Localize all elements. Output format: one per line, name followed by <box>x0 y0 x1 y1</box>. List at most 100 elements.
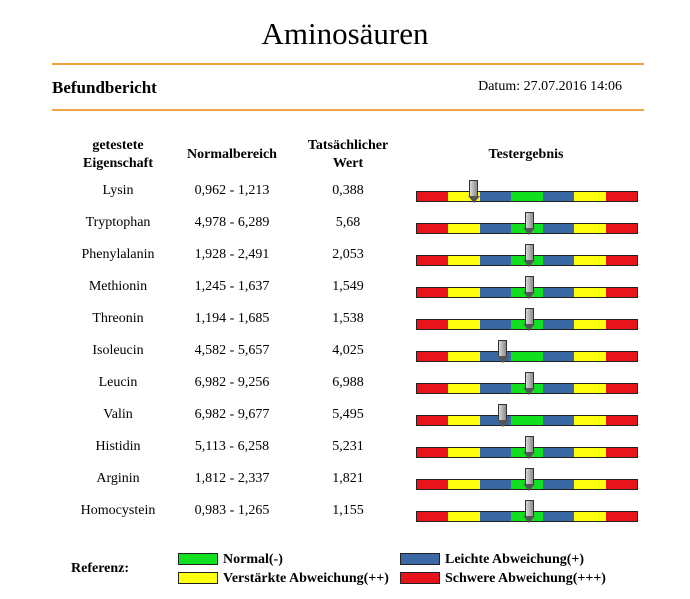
scale-segment-yellow <box>574 256 606 265</box>
scale-segment-blue <box>542 512 575 521</box>
row-actual-value: 1,538 <box>332 311 364 326</box>
result-marker-icon <box>498 340 508 357</box>
scale-segment-yellow <box>448 224 480 233</box>
row-actual-value: 1,549 <box>332 279 364 294</box>
result-marker-tip-icon <box>523 228 536 235</box>
row-property-name: Lysin <box>102 183 134 198</box>
column-header-result: Testergebnis <box>488 147 564 162</box>
result-marker-tip-icon <box>523 516 536 523</box>
header-divider <box>52 109 644 111</box>
scale-segment-yellow <box>574 416 606 425</box>
scale-segment-red <box>605 320 637 329</box>
row-property-name: Methionin <box>88 279 148 294</box>
scale-segment-red <box>605 480 637 489</box>
scale-segment-yellow <box>574 192 606 201</box>
result-marker-icon <box>524 468 534 485</box>
column-header-actual-line2: Wert <box>332 156 364 171</box>
scale-segment-yellow <box>448 352 480 361</box>
scale-segment-blue <box>542 480 575 489</box>
row-actual-value: 5,231 <box>332 439 364 454</box>
row-actual-value: 2,053 <box>332 247 364 262</box>
scale-segment-yellow <box>574 384 606 393</box>
result-marker-icon <box>524 308 534 325</box>
row-normal-range: 4,978 - 6,289 <box>194 215 270 230</box>
scale-segment-green <box>511 352 543 361</box>
scale-segment-red <box>605 448 637 457</box>
scale-segment-blue <box>479 224 512 233</box>
scale-segment-blue <box>479 320 512 329</box>
row-actual-value: 5,68 <box>335 215 361 230</box>
scale-segment-yellow <box>448 512 480 521</box>
column-header-actual-value: Tatsächlicher Wert <box>296 137 400 173</box>
scale-segment-red <box>417 512 449 521</box>
scale-segment-red <box>417 256 449 265</box>
row-actual-value: 1,821 <box>332 471 364 486</box>
page-title: Aminosäuren <box>261 16 429 51</box>
scale-segment-blue <box>542 352 575 361</box>
scale-segment-red <box>417 192 449 201</box>
column-header-actual-line1: Tatsächlicher <box>307 138 389 153</box>
scale-segment-yellow <box>574 480 606 489</box>
report-title: Befundbericht <box>52 78 157 97</box>
row-normal-range: 4,582 - 5,657 <box>194 343 270 358</box>
legend-swatch-blue <box>400 553 440 565</box>
scale-segment-blue <box>542 288 575 297</box>
row-property-name: Isoleucin <box>92 343 144 358</box>
scale-segment-red <box>417 416 449 425</box>
column-header-property: getestete Eigenschaft <box>68 137 168 173</box>
row-normal-range: 6,982 - 9,677 <box>194 407 270 422</box>
report-date: Datum: 27.07.2016 14:06 <box>478 79 622 94</box>
scale-segment-yellow <box>574 352 606 361</box>
row-actual-value: 4,025 <box>332 343 364 358</box>
result-marker-tip-icon <box>523 388 536 395</box>
result-scale-bar <box>416 415 638 426</box>
scale-segment-yellow <box>448 384 480 393</box>
column-header-property-line1: getestete <box>92 138 144 153</box>
column-header-normal-range: Normalbereich <box>187 147 277 162</box>
legend-text-blue: Leichte Abweichung(+) <box>445 552 585 567</box>
scale-segment-yellow <box>574 224 606 233</box>
row-normal-range: 1,194 - 1,685 <box>194 311 270 326</box>
result-marker-icon <box>524 276 534 293</box>
row-normal-range: 1,245 - 1,637 <box>194 279 270 294</box>
scale-segment-yellow <box>574 288 606 297</box>
scale-segment-red <box>417 480 449 489</box>
row-actual-value: 6,988 <box>332 375 364 390</box>
row-property-name: Phenylalanin <box>81 247 155 262</box>
scale-segment-yellow <box>448 288 480 297</box>
scale-segment-red <box>605 224 637 233</box>
scale-segment-blue <box>542 224 575 233</box>
row-actual-value: 0,388 <box>332 183 364 198</box>
row-property-name: Homocystein <box>80 503 156 518</box>
legend-text-red: Schwere Abweichung(+++) <box>445 571 606 586</box>
scale-segment-blue <box>479 352 512 361</box>
scale-segment-blue <box>479 448 512 457</box>
scale-segment-red <box>417 288 449 297</box>
result-marker-tip-icon <box>523 260 536 267</box>
legend-text-green: Normal(-) <box>223 552 283 567</box>
result-marker-tip-icon <box>523 324 536 331</box>
row-property-name: Threonin <box>92 311 144 326</box>
scale-segment-red <box>605 192 637 201</box>
scale-segment-yellow <box>448 448 480 457</box>
scale-segment-red <box>605 416 637 425</box>
result-marker-icon <box>524 212 534 229</box>
row-actual-value: 1,155 <box>332 503 364 518</box>
result-marker-icon <box>524 372 534 389</box>
row-property-name: Leucin <box>98 375 138 390</box>
result-marker-tip-icon <box>523 292 536 299</box>
result-marker-tip-icon <box>523 484 536 491</box>
row-normal-range: 0,962 - 1,213 <box>194 183 270 198</box>
legend-swatch-green <box>178 553 218 565</box>
scale-segment-blue <box>479 416 512 425</box>
legend-swatch-yellow <box>178 572 218 584</box>
scale-segment-blue <box>542 192 575 201</box>
result-marker-tip-icon <box>496 356 509 363</box>
scale-segment-red <box>605 512 637 521</box>
scale-segment-red <box>417 352 449 361</box>
scale-segment-red <box>417 384 449 393</box>
scale-segment-blue <box>479 288 512 297</box>
row-normal-range: 5,113 - 6,258 <box>194 439 270 454</box>
scale-segment-yellow <box>574 512 606 521</box>
scale-segment-yellow <box>448 192 480 201</box>
